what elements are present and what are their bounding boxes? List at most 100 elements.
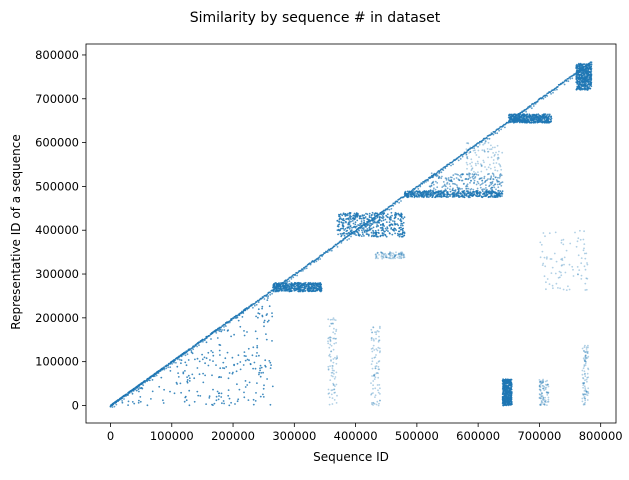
- cluster-point: [376, 384, 379, 386]
- cluster-point: [333, 318, 335, 321]
- cluster-point: [378, 360, 381, 362]
- cluster-point: [330, 360, 332, 362]
- cluster-point: [385, 254, 388, 256]
- cluster-point: [391, 254, 394, 257]
- cluster-point: [329, 379, 332, 381]
- diagonal-point: [556, 88, 558, 91]
- cluster-point: [480, 177, 483, 179]
- cluster-point: [224, 357, 227, 360]
- cluster-point: [577, 85, 580, 88]
- cluster-point: [380, 251, 383, 254]
- cluster-point: [547, 398, 550, 401]
- cluster-point: [450, 179, 452, 182]
- cluster-point: [584, 282, 587, 285]
- diagonal-point: [300, 270, 302, 272]
- diagonal-point: [305, 265, 308, 267]
- cluster-point: [461, 194, 464, 197]
- cluster-point: [484, 141, 487, 144]
- cluster-point: [583, 358, 586, 361]
- cluster-point: [575, 69, 578, 72]
- cluster-point: [327, 342, 330, 345]
- cluster-point: [585, 391, 588, 394]
- cluster-point: [336, 394, 338, 397]
- cluster-point: [372, 404, 374, 406]
- cluster-point: [387, 216, 389, 219]
- cluster-point: [547, 396, 550, 399]
- cluster-point: [223, 367, 226, 370]
- cluster-point: [443, 183, 446, 186]
- cluster-point: [469, 181, 471, 184]
- cluster-point: [243, 396, 246, 399]
- cluster-point: [340, 235, 343, 238]
- cluster-point: [584, 397, 586, 400]
- cluster-point: [583, 360, 586, 362]
- cluster-point: [335, 383, 338, 386]
- cluster-point: [198, 373, 201, 376]
- cluster-point: [495, 162, 498, 164]
- cluster-point: [299, 288, 302, 290]
- cluster-point: [304, 289, 307, 292]
- cluster-point: [461, 187, 463, 190]
- cluster-point: [267, 295, 269, 297]
- cluster-point: [378, 335, 380, 338]
- cluster-point: [477, 171, 479, 174]
- cluster-point: [218, 349, 221, 352]
- cluster-point: [535, 116, 538, 119]
- cluster-point: [503, 390, 506, 392]
- cluster-point: [274, 289, 276, 291]
- cluster-point: [223, 323, 226, 326]
- cluster-point: [351, 220, 354, 222]
- cluster-point: [381, 255, 384, 258]
- diagonal-point: [469, 151, 472, 154]
- cluster-point: [446, 192, 449, 195]
- diagonal-point: [419, 185, 422, 188]
- cluster-point: [373, 374, 375, 377]
- cluster-point: [334, 319, 337, 321]
- cluster-point: [388, 253, 391, 255]
- cluster-point: [376, 220, 379, 223]
- diagonal-point: [184, 354, 187, 357]
- cluster-point: [215, 364, 217, 366]
- cluster-point: [283, 289, 285, 292]
- cluster-point: [579, 69, 582, 71]
- cluster-point: [379, 387, 381, 390]
- cluster-point: [377, 257, 379, 260]
- cluster-point: [497, 189, 500, 192]
- cluster-point: [402, 253, 405, 256]
- cluster-point: [401, 253, 404, 256]
- cluster-point: [583, 82, 586, 85]
- cluster-point: [522, 113, 525, 116]
- cluster-point: [560, 258, 562, 261]
- cluster-point: [587, 376, 590, 379]
- cluster-point: [396, 223, 399, 226]
- cluster-point: [185, 399, 188, 402]
- cluster-point: [588, 74, 590, 77]
- cluster-point: [540, 395, 543, 398]
- diagonal-point: [318, 256, 321, 258]
- cluster-point: [489, 167, 492, 170]
- cluster-point: [181, 353, 184, 355]
- cluster-point: [499, 164, 501, 167]
- cluster-point: [539, 389, 541, 391]
- cluster-point: [304, 281, 307, 284]
- cluster-point: [247, 399, 250, 401]
- cluster-point: [542, 378, 544, 381]
- diagonal-point: [286, 280, 289, 283]
- cluster-point: [333, 377, 336, 380]
- cluster-point: [379, 251, 382, 254]
- cluster-point: [193, 377, 196, 380]
- cluster-point: [210, 350, 213, 352]
- diagonal-point: [390, 207, 393, 210]
- cluster-point: [365, 231, 368, 233]
- cluster-point: [375, 256, 378, 259]
- cluster-point: [393, 256, 396, 258]
- cluster-point: [157, 371, 159, 374]
- diagonal-point: [242, 312, 245, 315]
- cluster-point: [583, 390, 586, 392]
- cluster-point: [499, 173, 502, 175]
- cluster-point: [372, 232, 375, 235]
- cluster-point: [497, 195, 499, 198]
- diagonal-point: [111, 406, 114, 408]
- cluster-point: [584, 372, 586, 375]
- cluster-point: [411, 195, 413, 198]
